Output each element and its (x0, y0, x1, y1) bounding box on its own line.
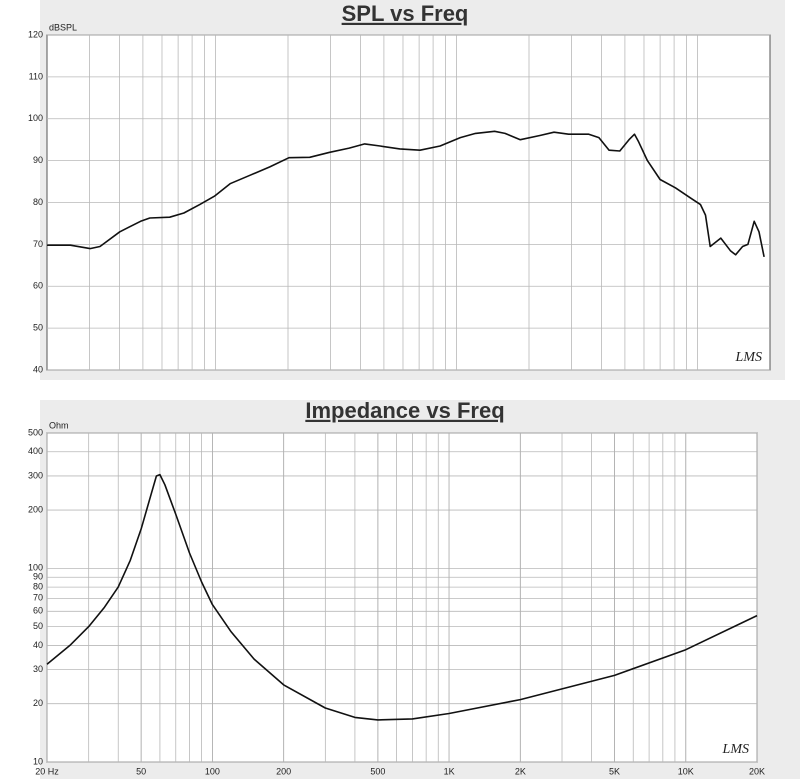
y-tick-label: 400 (28, 446, 43, 456)
y-tick-label: 30 (33, 664, 43, 674)
y-tick-label: 60 (33, 281, 43, 291)
y-tick-label: 100 (28, 113, 43, 123)
y-tick-label: 40 (33, 640, 43, 650)
y-axis-label: dBSPL (49, 22, 77, 32)
chart-title: Impedance vs Freq (305, 398, 504, 423)
x-tick-label: 2K (515, 766, 526, 776)
x-tick-label: 10K (678, 766, 694, 776)
x-tick-label: 20 Hz (35, 766, 59, 776)
x-tick-label: 20K (749, 766, 765, 776)
y-tick-label: 100 (28, 563, 43, 573)
watermark: LMS (735, 350, 762, 365)
x-tick-label: 50 (136, 766, 146, 776)
y-tick-label: 60 (33, 606, 43, 616)
y-tick-label: 20 (33, 698, 43, 708)
y-tick-label: 90 (33, 572, 43, 582)
data-line (47, 130, 765, 258)
x-tick-label: 100 (205, 766, 220, 776)
x-tick-label: 500 (370, 766, 385, 776)
y-tick-label: 110 (29, 71, 43, 81)
chart-title: SPL vs Freq (342, 1, 469, 26)
y-tick-label: 500 (28, 427, 43, 437)
y-tick-label: 70 (33, 593, 43, 603)
y-tick-label: 80 (33, 197, 43, 207)
data-line (46, 473, 758, 721)
watermark: LMS (722, 742, 749, 757)
y-tick-label: 120 (28, 29, 43, 39)
y-tick-label: 90 (33, 155, 43, 165)
y-tick-label: 80 (33, 581, 43, 591)
plot-area (46, 432, 758, 763)
x-tick-label: 5K (609, 766, 620, 776)
x-tick-label: 1K (444, 766, 455, 776)
y-tick-label: 40 (33, 364, 43, 374)
y-tick-label: 10 (33, 756, 43, 766)
y-tick-label: 200 (28, 504, 43, 514)
x-tick-label: 200 (276, 766, 291, 776)
y-tick-label: 70 (33, 239, 43, 249)
y-tick-label: 50 (33, 323, 43, 333)
y-axis-label: Ohm (49, 420, 69, 430)
y-tick-label: 50 (33, 621, 43, 631)
y-tick-label: 300 (28, 470, 43, 480)
